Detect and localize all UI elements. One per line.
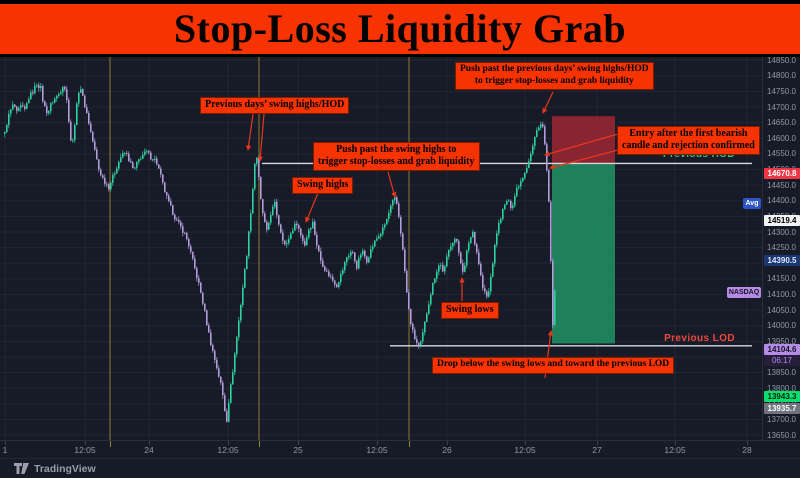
bar-countdown-label: 06:17 (764, 355, 800, 366)
time-tick: 27 (592, 445, 602, 455)
time-axis[interactable]: 1 12:05 24 12:05 25 12:05 26 12:05 27 12:05 28 (0, 440, 800, 458)
price-axis[interactable]: 14670.8 14519.4 14390.5 14104.6 06:17 13… (762, 55, 800, 440)
price-tick: 14100.0 (767, 290, 796, 299)
time-tick-mark (675, 441, 676, 445)
annotation-drop-below-swing-lows[interactable]: Drop below the swing lows and toward the… (432, 357, 675, 374)
symbol-badge: NASDAQ (727, 287, 761, 298)
annotation-push-past-swing-highs[interactable]: Push past the swing highs to trigger sto… (313, 142, 480, 172)
price-tick: 14300.0 (767, 227, 796, 237)
time-tick-mark (597, 441, 598, 445)
annotation-swing-highs[interactable]: Swing highs (292, 177, 354, 195)
target-price-label: 13943.3 (764, 391, 800, 402)
price-tick: 14550.0 (767, 149, 796, 159)
annotation-swing-lows[interactable]: Swing lows (441, 302, 499, 320)
price-tick: 14000.0 (767, 321, 796, 331)
time-tick-mark (85, 441, 86, 445)
session-break-tick (409, 441, 410, 447)
annotation-push-past-prev-days-highs[interactable]: Push past the previous days’ swing highs… (455, 62, 654, 91)
time-tick: 26 (442, 445, 452, 455)
stop-price-label: 14670.8 (764, 168, 800, 179)
price-tick: 14400.0 (767, 196, 796, 206)
time-tick-mark (228, 441, 229, 445)
time-tick: 25 (293, 445, 303, 455)
price-tick: 13950.0 (767, 336, 796, 346)
price-tick: 14650.0 (767, 118, 796, 128)
price-tick: 14250.0 (767, 243, 796, 253)
last-price-label: 14104.6 (764, 344, 800, 355)
time-tick-mark (747, 441, 748, 445)
time-tick-mark (149, 441, 150, 445)
price-tick: 13800.0 (767, 383, 796, 393)
time-tick-mark (447, 441, 448, 445)
price-tick: 13650.0 (767, 430, 796, 440)
annotation-prev-days-swing-highs[interactable]: Previous days’ swing highs/HOD (200, 97, 350, 115)
time-tick: 12:05 (74, 445, 96, 455)
time-tick: 12:05 (366, 445, 388, 455)
price-tick: 14800.0 (767, 71, 796, 81)
session-break-tick (110, 441, 111, 447)
time-tick: 28 (742, 445, 752, 455)
time-tick-mark (5, 441, 6, 445)
session-break-tick (259, 441, 260, 447)
page-title: Stop-Loss Liquidity Grab (173, 6, 627, 51)
annotation-entry-confirmation[interactable]: Entry after the first bearish candle and… (617, 126, 760, 156)
lod-line-price-label: 13935.7 (764, 403, 800, 414)
avg-badge: Avg (743, 198, 761, 209)
previous-lod-label: Previous LOD (664, 333, 735, 344)
chart-plot[interactable] (0, 57, 762, 440)
price-tick: 14450.0 (767, 180, 796, 190)
time-tick: 12:05 (217, 445, 239, 455)
avg-price-label: 14390.5 (764, 255, 800, 266)
price-tick: 14050.0 (767, 305, 796, 315)
time-tick-mark (525, 441, 526, 445)
title-banner: Stop-Loss Liquidity Grab (0, 0, 800, 57)
time-tick: 12:05 (514, 445, 536, 455)
price-tick: 13850.0 (767, 368, 796, 378)
time-tick: 1 (2, 445, 8, 455)
tradingview-logo-icon[interactable] (14, 463, 29, 474)
logo-bar: TradingView (0, 458, 800, 478)
price-tick: 14150.0 (767, 274, 796, 284)
time-tick: 24 (144, 445, 154, 455)
tradingview-logo-text[interactable]: TradingView (34, 462, 96, 475)
time-tick: 12:05 (664, 445, 686, 455)
price-tick: 14600.0 (767, 133, 796, 143)
price-tick: 14850.0 (767, 55, 796, 65)
price-tick: 14750.0 (767, 86, 796, 96)
time-tick-mark (377, 441, 378, 445)
entry-price-label: 14519.4 (764, 215, 800, 226)
price-tick: 13700.0 (767, 415, 796, 424)
time-tick-mark (298, 441, 299, 445)
price-tick: 14700.0 (767, 102, 796, 112)
